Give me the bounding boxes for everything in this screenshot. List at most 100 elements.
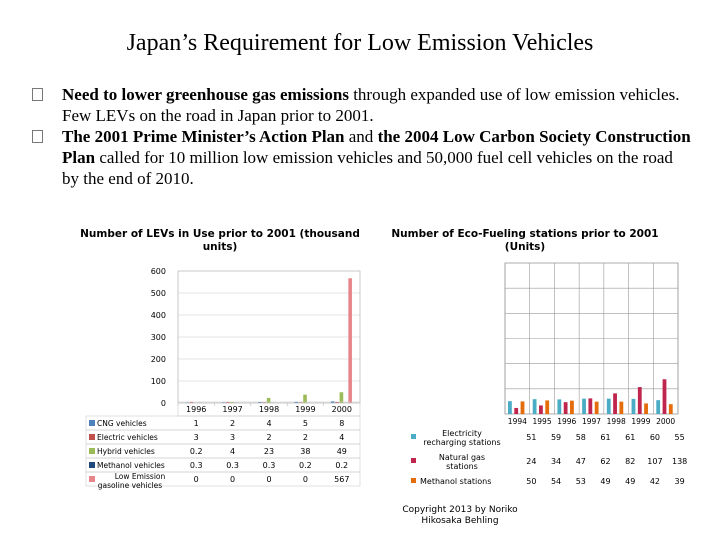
table-cell-value: 24 (526, 457, 536, 466)
table-cell-value: 1 (194, 419, 199, 428)
table-cell-value: 0 (266, 475, 271, 484)
table-header-year: 1999 (295, 405, 315, 414)
series-label: Methanol vehicles (97, 461, 165, 470)
bar (189, 402, 194, 403)
bar (514, 407, 519, 414)
series-label: Electricity (442, 429, 482, 438)
table-cell-value: 42 (650, 477, 660, 486)
bar (644, 403, 648, 414)
x-tick-label: 1995 (533, 417, 552, 426)
table-cell-value: 4 (339, 433, 344, 442)
table-cell-value: 51 (526, 433, 536, 442)
x-tick-label: 1999 (631, 417, 650, 426)
bullet-item: The 2001 Prime Minister’s Action Plan an… (32, 126, 692, 189)
table-cell-value: 2 (230, 419, 235, 428)
table-cell-value: 567 (334, 475, 349, 484)
series-label: Electric vehicles (97, 433, 158, 442)
table-cell-value: 5 (303, 419, 308, 428)
x-tick-label: 1994 (508, 417, 527, 426)
bullet-list: Need to lower greenhouse gas emissions t… (32, 84, 692, 189)
bullet-bold-text: Need to lower greenhouse gas emissions (62, 85, 349, 104)
table-cell-value: 23 (264, 447, 274, 456)
bar (520, 401, 525, 414)
y-tick-label: 200 (151, 355, 166, 364)
table-cell-value: 54 (551, 477, 561, 486)
table-cell-value: 59 (551, 433, 561, 442)
bullet-box-icon (32, 130, 43, 143)
series-label: gasoline vehicles (98, 481, 162, 490)
y-tick-label: 600 (151, 267, 166, 276)
table-cell-value: 49 (600, 477, 610, 486)
series-label: recharging stations (423, 438, 500, 447)
bar (637, 387, 642, 414)
table-cell-value: 58 (576, 433, 586, 442)
table-cell-value: 4 (266, 419, 271, 428)
bullet-bold-text: the 2004 Low Carbon Society Construction… (62, 127, 691, 167)
stations-chart-title: Number of Eco-Fueling stations prior to … (391, 228, 659, 253)
bar (656, 400, 661, 414)
x-tick-label: 2000 (656, 417, 675, 426)
bar (545, 400, 550, 414)
series-label: CNG vehicles (97, 419, 147, 428)
table-cell-value: 0.3 (263, 461, 276, 470)
bar (613, 393, 617, 414)
bar (570, 400, 574, 414)
table-header-year: 1998 (259, 405, 279, 414)
slide-title: Japan’s Requirement for Low Emission Veh… (126, 30, 594, 56)
x-tick-label: 1997 (582, 417, 601, 426)
bar (539, 405, 543, 414)
bar (303, 394, 307, 403)
legend-swatch (411, 458, 416, 463)
table-cell-value: 39 (675, 477, 685, 486)
table-cell-value: 61 (600, 433, 610, 442)
bar (258, 402, 262, 403)
y-tick-label: 300 (151, 333, 166, 342)
table-cell-value: 0 (194, 475, 199, 484)
bar (339, 392, 344, 403)
x-tick-label: 1996 (557, 417, 576, 426)
x-tick-label: 1998 (607, 417, 626, 426)
table-cell-value: 8 (339, 419, 344, 428)
table-cell-value: 49 (625, 477, 635, 486)
bar (662, 379, 667, 414)
table-cell-value: 2 (303, 433, 308, 442)
table-header-year: 1996 (186, 405, 206, 414)
table-header-year: 2000 (332, 405, 352, 414)
bullet-bold-text: The 2001 Prime Minister’s Action Plan (62, 127, 345, 146)
table-cell-value: 49 (337, 447, 347, 456)
table-cell-value: 47 (576, 457, 586, 466)
series-label: stations (446, 462, 478, 471)
bullet-box-icon (32, 88, 43, 101)
legend-swatch (411, 478, 416, 483)
table-cell-value: 34 (551, 457, 561, 466)
table-cell-value: 38 (300, 447, 310, 456)
bullet-item: Need to lower greenhouse gas emissions t… (32, 84, 692, 126)
bar (668, 404, 673, 414)
bar (619, 401, 624, 414)
bar (563, 402, 568, 414)
bar (294, 401, 299, 403)
copyright-text: Copyright 2013 by Noriko Hikosaka Behlin… (402, 505, 518, 526)
bar (348, 278, 352, 403)
series-label: Hybrid vehicles (97, 447, 155, 456)
bar (335, 402, 339, 403)
bar (631, 398, 636, 414)
legend-swatch (89, 448, 95, 454)
table-cell-value: 138 (672, 457, 687, 466)
bullet-text: through expanded use of low emission veh… (62, 85, 680, 125)
series-label: Low Emission (115, 472, 166, 481)
table-cell-value: 0.2 (335, 461, 348, 470)
table-cell-value: 0 (303, 475, 308, 484)
series-label: Natural gas (439, 453, 485, 462)
bullet-text: called for 10 million low emission vehic… (62, 148, 673, 188)
table-cell-value: 82 (625, 457, 635, 466)
bar (582, 398, 586, 414)
table-cell-value: 3 (230, 433, 235, 442)
table-row (85, 471, 361, 487)
table-cell-value: 0.3 (226, 461, 239, 470)
table-header-year: 1997 (222, 405, 242, 414)
legend-swatch (89, 462, 95, 468)
bar (508, 401, 512, 414)
table-cell-value: 107 (647, 457, 662, 466)
